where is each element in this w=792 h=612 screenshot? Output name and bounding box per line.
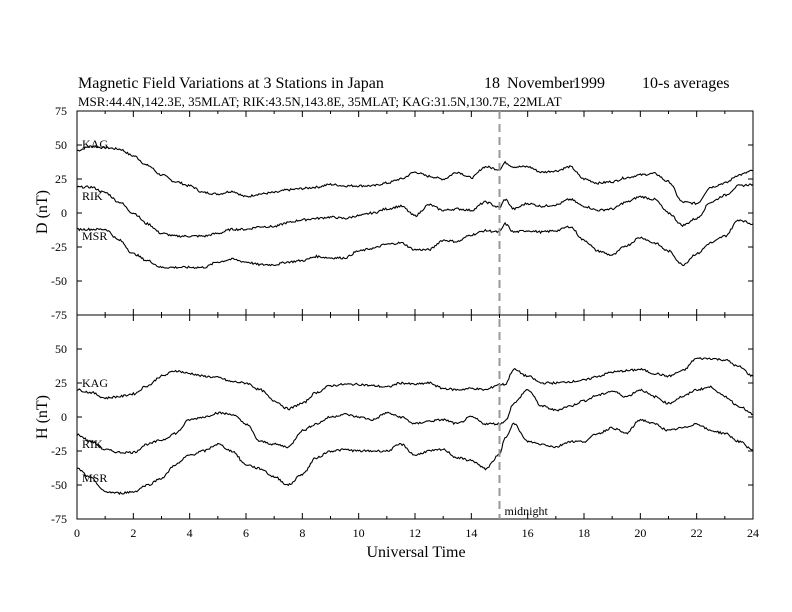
series-line-kag-d [76,145,754,206]
y-tick-label: -25 [51,444,67,458]
y-tick-label: 50 [55,342,67,356]
series-line-msr-d [76,219,754,269]
x-tick-label: 18 [578,526,590,540]
series-line-msr-h [76,418,754,496]
midnight-label: midnight [505,504,549,518]
x-tick-label: 6 [243,526,249,540]
panel-frame [76,314,754,520]
x-tick-label: 4 [187,526,193,540]
x-tick-label: 14 [465,526,477,540]
y-tick-label: 50 [55,138,67,152]
y-tick-label: -75 [51,308,67,322]
y-tick-label: 25 [55,172,67,186]
y-tick-label: 0 [61,410,67,424]
y-tick-label: -75 [51,512,67,526]
x-tick-label: 0 [74,526,80,540]
panel-frame [76,110,754,316]
x-tick-label: 22 [691,526,703,540]
date-month: November [507,75,575,92]
series-label-kag: KAG [82,137,108,151]
y-tick-label: -25 [51,240,67,254]
figure-title: Magnetic Field Variations at 3 Stations … [78,75,384,92]
series-line-kag-h [76,357,754,411]
x-tick-label: 2 [130,526,136,540]
d-axis-label: D (nT) [34,190,51,234]
x-tick-label: 20 [634,526,646,540]
x-tick-label: 8 [299,526,305,540]
series-label-msr: MSR [82,471,107,485]
series-label-msr: MSR [82,229,107,243]
h-axis-label: H (nT) [34,395,51,439]
x-tick-label: 16 [522,526,534,540]
date-year: 1999 [573,75,605,92]
y-tick-label: -50 [51,478,67,492]
x-axis-label: Universal Time [366,544,465,561]
stations-info: MSR:44.4N,142.3E, 35MLAT; RIK:43.5N,143.… [78,94,562,109]
series-label-rik: RIK [82,189,103,203]
x-tick-label: 12 [409,526,421,540]
averaging-label: 10-s averages [642,75,730,92]
series-line-rik-d [76,183,754,238]
series-label-rik: RIK [82,437,103,451]
y-tick-label: -50 [51,274,67,288]
x-tick-label: 10 [353,526,365,540]
series-label-kag: KAG [82,376,108,390]
y-tick-label: 25 [55,376,67,390]
date-day: 18 [484,75,500,92]
y-tick-label: 75 [55,104,67,118]
x-tick-label: 24 [747,526,759,540]
series-line-rik-h [76,385,754,455]
d-component-panel: -75 -50 -25 0 25 50 75 KAG RIK MSR [51,104,754,322]
y-tick-label: 0 [61,206,67,220]
